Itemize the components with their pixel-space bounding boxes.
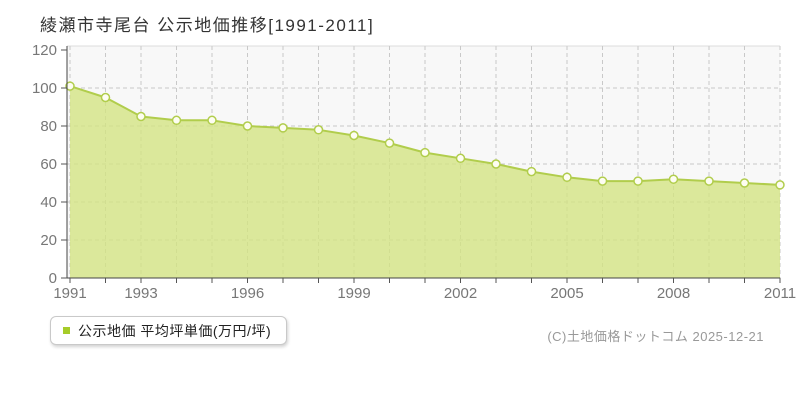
svg-text:60: 60 — [40, 156, 57, 173]
data-point-marker — [207, 115, 217, 126]
axes — [66, 46, 780, 279]
y-axis-labels: 0 20 40 60 80 100 120 — [32, 42, 57, 287]
svg-text:1996: 1996 — [231, 285, 264, 302]
data-point-marker — [313, 125, 324, 135]
data-point-marker — [242, 121, 253, 131]
legend-series-marker-icon — [63, 327, 70, 334]
data-point-marker — [278, 123, 288, 133]
svg-text:2005: 2005 — [550, 285, 583, 302]
data-point-marker — [526, 166, 537, 177]
x-axis-labels: 1991 1993 1996 1999 2002 2005 2008 2011 — [53, 285, 796, 302]
svg-text:1991: 1991 — [53, 285, 86, 302]
axis-ticks — [61, 49, 781, 283]
data-point-marker — [668, 174, 679, 184]
data-point-marker — [100, 92, 111, 103]
svg-text:100: 100 — [32, 80, 57, 97]
svg-text:2002: 2002 — [444, 285, 477, 302]
data-point-marker — [704, 176, 714, 186]
svg-text:80: 80 — [40, 118, 57, 135]
svg-text:2011: 2011 — [764, 285, 796, 302]
data-point-marker — [384, 138, 395, 148]
svg-text:40: 40 — [40, 194, 57, 211]
data-point-marker — [633, 176, 643, 186]
legend-series-label: 公示地価 平均坪単価(万円/坪) — [78, 322, 272, 339]
data-point-marker — [491, 159, 501, 169]
price-trend-area-chart: 0 20 40 60 80 100 120 1991 1993 1996 1999 2002 2005 2… — [32, 42, 796, 302]
data-point-marker — [136, 111, 146, 122]
data-point-marker — [775, 180, 785, 190]
svg-text:20: 20 — [40, 232, 57, 249]
data-point-marker — [65, 81, 75, 91]
series-area-fill — [70, 86, 780, 278]
data-point-marker — [597, 176, 608, 186]
data-point-marker — [739, 178, 750, 188]
svg-text:2008: 2008 — [657, 285, 690, 302]
svg-text:1993: 1993 — [124, 285, 157, 302]
legend: 公示地価 平均坪単価(万円/坪) — [50, 316, 288, 345]
data-point-markers — [65, 81, 785, 190]
data-point-marker — [455, 153, 466, 164]
data-point-marker — [562, 172, 572, 183]
data-point-marker — [420, 147, 430, 158]
data-point-marker — [171, 115, 182, 126]
data-point-marker — [349, 130, 359, 141]
copyright-text: (C)土地価格ドットコム 2025-12-21 — [547, 329, 764, 344]
page-title: 綾瀬市寺尾台 公示地価推移[1991-2011] — [40, 16, 375, 35]
svg-text:120: 120 — [32, 42, 57, 59]
svg-text:1999: 1999 — [337, 285, 370, 302]
svg-text:0: 0 — [49, 270, 57, 287]
